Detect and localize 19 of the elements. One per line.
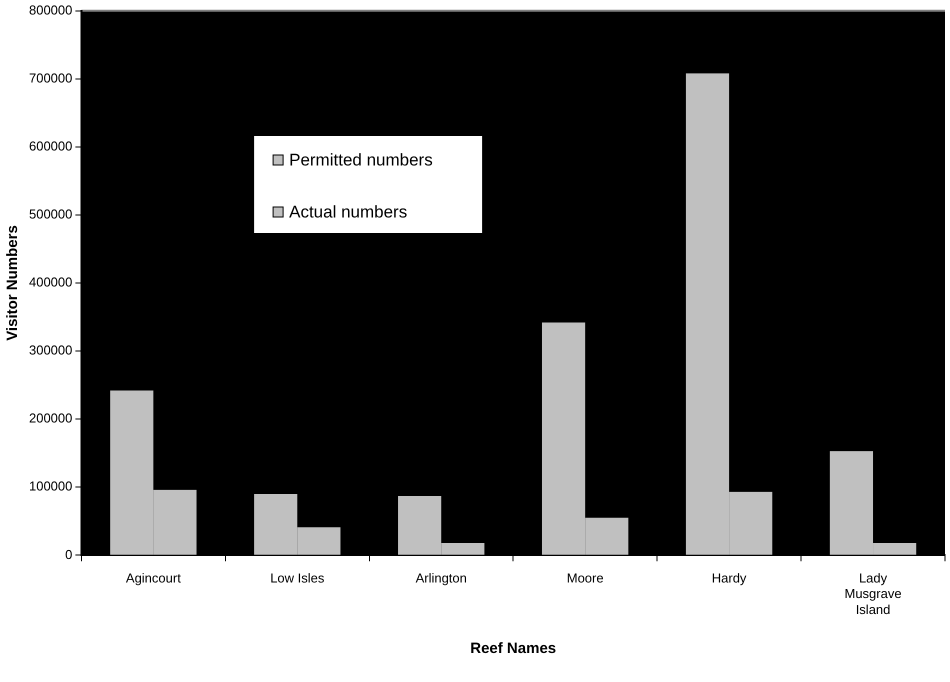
y-tick-label: 400000: [28, 274, 72, 290]
y-tick-label: 800000: [28, 2, 72, 18]
y-tick-label: 300000: [28, 342, 72, 358]
y-tick-label: 700000: [28, 70, 72, 86]
x-tick-label: Moore: [566, 570, 604, 586]
x-tick-label: Lady Musgrave Island: [844, 570, 902, 617]
y-tick-label: 600000: [28, 138, 72, 154]
y-tick-label: 200000: [28, 410, 72, 426]
x-tick-label: Hardy: [712, 570, 747, 586]
y-tick-label: 500000: [28, 206, 72, 222]
x-tick-label: Arlington: [416, 570, 467, 586]
legend-label: Permitted numbers: [289, 150, 433, 170]
x-tick-label: Low Isles: [270, 570, 325, 586]
legend-label: Actual numbers: [289, 202, 408, 222]
y-tick-label: 100000: [28, 478, 72, 494]
y-tick-label: 0: [65, 546, 72, 562]
x-tick-label: Agincourt: [126, 570, 182, 586]
x-axis-title: Reef Names: [470, 640, 556, 658]
y-axis-title: Visitor Numbers: [4, 225, 22, 341]
